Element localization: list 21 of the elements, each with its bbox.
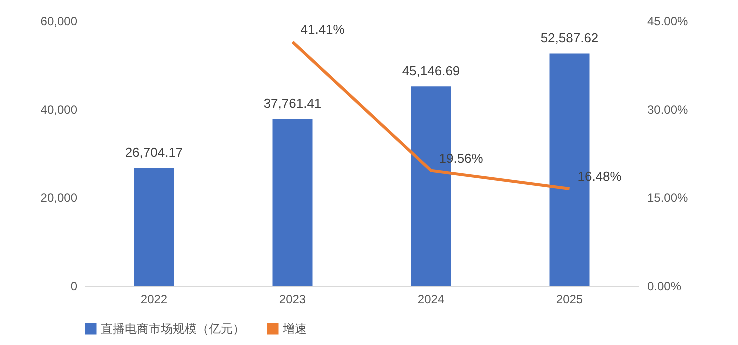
y-tick-label: 40,000 bbox=[40, 102, 78, 117]
y-tick-label: 60,000 bbox=[40, 14, 78, 28]
data-label: 37,761.41 bbox=[264, 96, 322, 112]
y2-tick-label: 15.00% bbox=[648, 191, 689, 206]
data-label: 41.41% bbox=[300, 22, 346, 38]
y2-tick-label: 0.00% bbox=[648, 280, 682, 294]
y-tick-label: 20,000 bbox=[40, 191, 78, 206]
y-tick-label: 0 bbox=[70, 280, 78, 294]
legend-label: 直播电商市场规模（亿元） bbox=[101, 322, 245, 336]
x-tick-label: 2025 bbox=[556, 292, 584, 306]
bar bbox=[272, 119, 313, 286]
y2-tick-label: 30.00% bbox=[648, 102, 689, 117]
legend-label: 增速 bbox=[282, 322, 307, 336]
x-tick-label: 2022 bbox=[140, 292, 168, 306]
data-label: 52,587.62 bbox=[540, 30, 599, 46]
bar bbox=[134, 168, 174, 286]
x-tick-label: 2023 bbox=[279, 292, 306, 306]
data-label: 45,146.69 bbox=[402, 64, 460, 79]
y2-tick-label: 45.00% bbox=[648, 14, 689, 28]
x-tick-label: 2024 bbox=[418, 292, 445, 306]
data-label: 26,704.17 bbox=[125, 145, 184, 160]
